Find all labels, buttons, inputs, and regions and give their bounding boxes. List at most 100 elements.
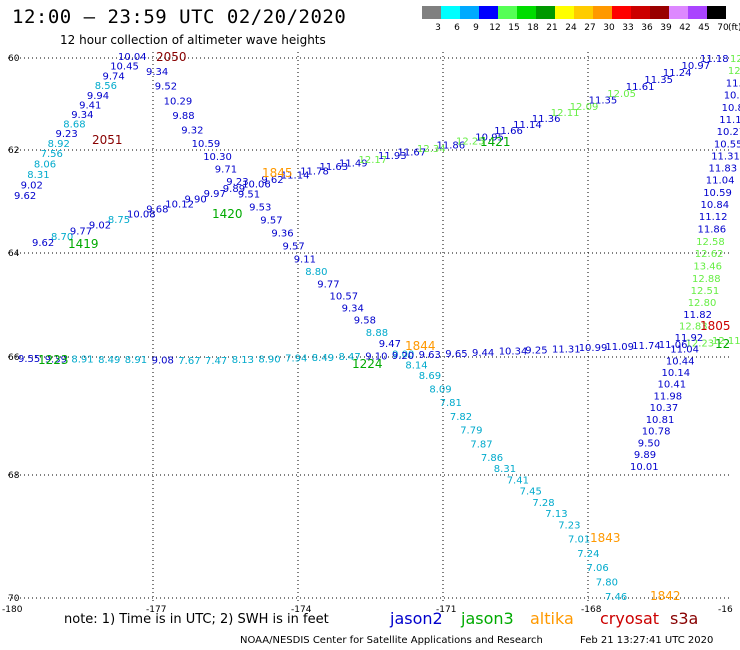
wave-height-value: 8.91 [125, 355, 147, 366]
wave-height-value: 11.93 [378, 151, 407, 162]
longitude-label: -177 [146, 605, 166, 615]
wave-height-value: 10.27 [717, 127, 740, 138]
wave-height-value: 10.55 [714, 139, 740, 150]
wave-height-value: 9.55 [18, 354, 40, 365]
wave-height-value: 7.28 [532, 498, 554, 509]
wave-height-value: 12.25 [456, 137, 485, 148]
wave-height-value: 10.59 [703, 188, 732, 199]
wave-height-value: 12.05 [607, 89, 636, 100]
latitude-label: 70 [8, 594, 20, 604]
wave-height-value: 11.04 [706, 176, 735, 187]
wave-height-value: 8.92 [48, 139, 70, 150]
pass-time-label: 2050 [156, 50, 187, 64]
wave-height-value: 12.51 [691, 286, 720, 297]
wave-height-value: 7.56 [41, 149, 63, 160]
legend-tick-label: 33 [622, 23, 633, 33]
wave-height-value: 9.53 [249, 203, 271, 214]
wave-height-value: 11.18 [700, 54, 729, 65]
wave-height-value: 9.02 [21, 181, 43, 192]
wave-height-value: 11.35 [589, 96, 618, 107]
legend-swatch [441, 6, 460, 19]
wave-height-value: 11.78 [300, 166, 329, 177]
wave-height-value: 8.13 [232, 355, 254, 366]
wave-height-value: 10.06 [242, 179, 271, 190]
wave-height-value: 9.10 [365, 352, 387, 363]
pass-time-label: 1419 [68, 237, 99, 251]
wave-height-value: 12.62 [695, 249, 724, 260]
legend-tick-label: 39 [660, 23, 672, 33]
legend-tick-label: 21 [546, 23, 557, 33]
wave-height-value: 12.88 [692, 274, 721, 285]
wave-height-value: 7.01 [568, 534, 590, 545]
wave-height-value: 11.12 [699, 212, 728, 223]
wave-height-value: 9.39 [45, 354, 67, 365]
wave-height-value: 9.77 [70, 226, 92, 237]
wave-height-value: 9.88 [172, 111, 194, 122]
wave-height-value: 8.69 [419, 371, 441, 382]
wave-height-value: 9.57 [283, 242, 305, 253]
wave-height-value: 10.59 [192, 139, 221, 150]
longitude-label: -16 [718, 605, 733, 615]
legend-swatch [631, 6, 650, 19]
wave-height-value: 10.29 [164, 96, 193, 107]
page-title: 12:00 – 23:59 UTC 02/20/2020 [12, 6, 347, 28]
wave-height-value: 11.09 [605, 342, 634, 353]
wave-height-value: 11.10 [719, 115, 740, 126]
wave-height-value: 11.86 [437, 140, 466, 151]
legend-swatch [479, 6, 498, 19]
wave-height-value: 9.00 [392, 350, 414, 361]
wave-height-value: 8.14 [405, 360, 427, 371]
wave-height-value: 7.06 [587, 563, 609, 574]
wave-height-value: 10.45 [110, 62, 139, 73]
wave-height-value: 9.52 [155, 82, 177, 93]
wave-height-value: 12.34 [417, 144, 446, 155]
wave-height-value: 9.36 [271, 229, 293, 240]
wave-height-value: 8.90 [258, 354, 280, 365]
legend-swatch [498, 6, 517, 19]
wave-height-value: 12. [728, 66, 740, 77]
legend-swatch [707, 6, 726, 19]
latitude-label: 62 [8, 146, 19, 156]
wave-height-value: 10.04 [118, 52, 147, 63]
wave-height-value: 12.09 [570, 102, 599, 113]
wave-height-value: 11.49 [339, 159, 368, 170]
wave-height-value: 8.88 [366, 328, 388, 339]
wave-height-value: 12. [730, 54, 740, 65]
wave-height-value: 10.86 [722, 103, 740, 114]
wave-height-value: 7.80 [596, 578, 618, 589]
pass-time-label: 1224 [352, 357, 383, 371]
wave-height-value: 9.89 [634, 450, 656, 461]
latitude-label: 66 [8, 353, 20, 363]
wave-height-value: 7.67 [178, 356, 200, 367]
wave-height-value: 8.75 [108, 215, 130, 226]
legend-tick-label: 42 [679, 23, 690, 33]
wave-height-value: 9.90 [185, 194, 207, 205]
legend-unit-label: (ft) [728, 23, 740, 33]
wave-height-value: 9.50 [638, 439, 660, 450]
wave-height-value: 9.23 [56, 129, 78, 140]
wave-height-value: 9.34 [342, 304, 364, 315]
credit-timestamp: Feb 21 13:27:41 UTC 2020 [580, 635, 714, 646]
wave-height-value: 9.63 [419, 350, 441, 361]
wave-height-value: 12.17 [359, 155, 388, 166]
satellite-cryosat-label: cryosat [600, 609, 660, 628]
wave-height-value: 11.4 [726, 79, 740, 90]
wave-height-value: 9.47 [379, 339, 401, 350]
wave-height-value: 9.20 [392, 351, 414, 362]
wave-height-value: 9.51 [238, 190, 260, 201]
wave-height-value: 12.83 [679, 321, 708, 332]
wave-height-value: 8.70 [51, 232, 73, 243]
pass-time-label: 1842 [650, 589, 681, 603]
legend-swatch [669, 6, 688, 19]
wave-height-value: 11.98 [654, 391, 683, 402]
wave-height-value: 10.57 [330, 292, 359, 303]
wave-height-value: 11.74 [632, 341, 661, 352]
longitude-label: -171 [436, 605, 456, 615]
wave-height-value: 9.62 [14, 191, 36, 202]
wave-height-value: 11.83 [709, 164, 738, 175]
footer-note: note: 1) Time is in UTC; 2) SWH is in fe… [64, 612, 329, 627]
wave-height-value: 8.80 [305, 267, 327, 278]
wave-height-value: 8.68 [63, 120, 85, 131]
wave-height-value: 11.31 [711, 152, 740, 163]
